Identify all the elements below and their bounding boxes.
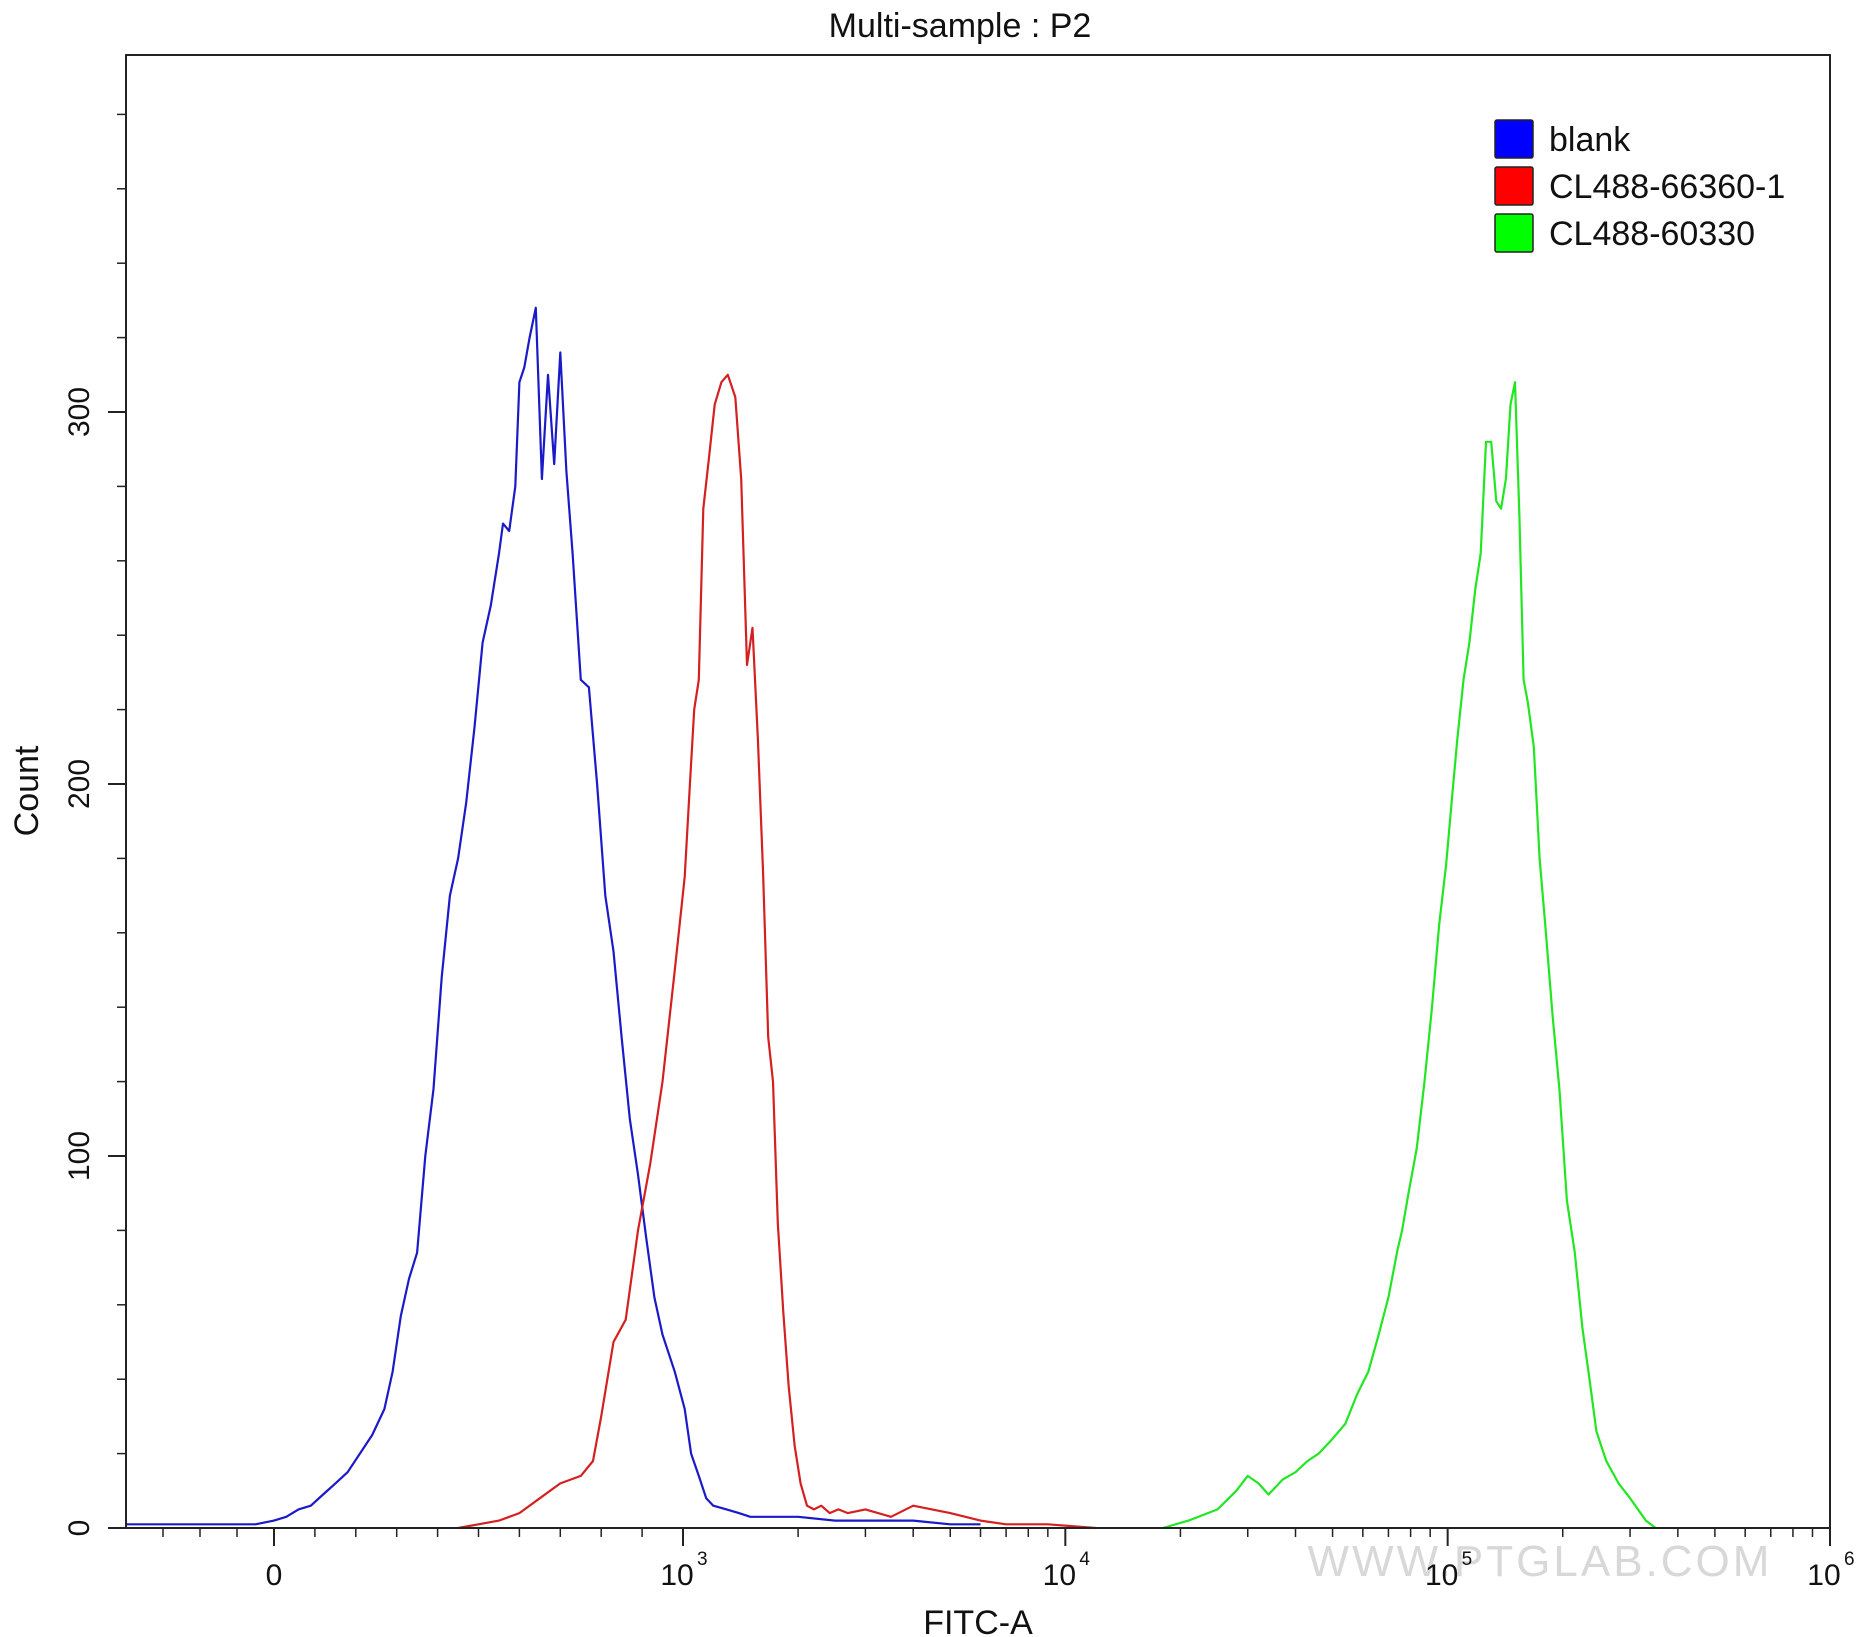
series-line-cl488-60330 [1162,381,1657,1530]
y-tick-label-0: 0 [63,1520,96,1537]
y-axis-title: Count [8,745,46,836]
y-tick-label-1: 100 [63,1131,96,1181]
legend-label-1: CL488-66360-1 [1549,168,1785,206]
x-tick-exponent-4: 6 [1844,1549,1855,1570]
y-tick-label-2: 200 [63,759,96,809]
chart-title: Multi-sample : P2 [829,7,1092,45]
series-layer [126,306,1657,1530]
legend-label-0: blank [1549,121,1631,159]
x-tick-label-2: 10 [1043,1559,1076,1592]
x-axis-title: FITC-A [923,1604,1033,1637]
x-tick-exponent-1: 3 [697,1549,708,1570]
x-tick-exponent-2: 4 [1079,1549,1090,1570]
series-line-blank [126,306,981,1526]
x-tick-label-3: 10 [1425,1559,1458,1592]
x-tick-label-1: 10 [660,1559,693,1592]
watermark: WWW.PTGLAB.COM [1308,1537,1773,1586]
x-tick-label-0: 0 [266,1559,283,1592]
x-tick-exponent-3: 5 [1462,1549,1473,1570]
legend-swatch-2 [1494,213,1534,253]
y-tick-label-3: 300 [63,387,96,437]
x-tick-label-4: 10 [1807,1559,1840,1592]
legend-label-2: CL488-60330 [1549,215,1755,253]
legend-swatch-0 [1494,119,1534,159]
series-line-cl488-66360-1 [457,373,1096,1530]
legend-swatch-1 [1494,166,1534,206]
legend: blank CL488-66360-1 CL488-60330 [1494,119,1785,253]
plot-frame [125,54,1831,1529]
